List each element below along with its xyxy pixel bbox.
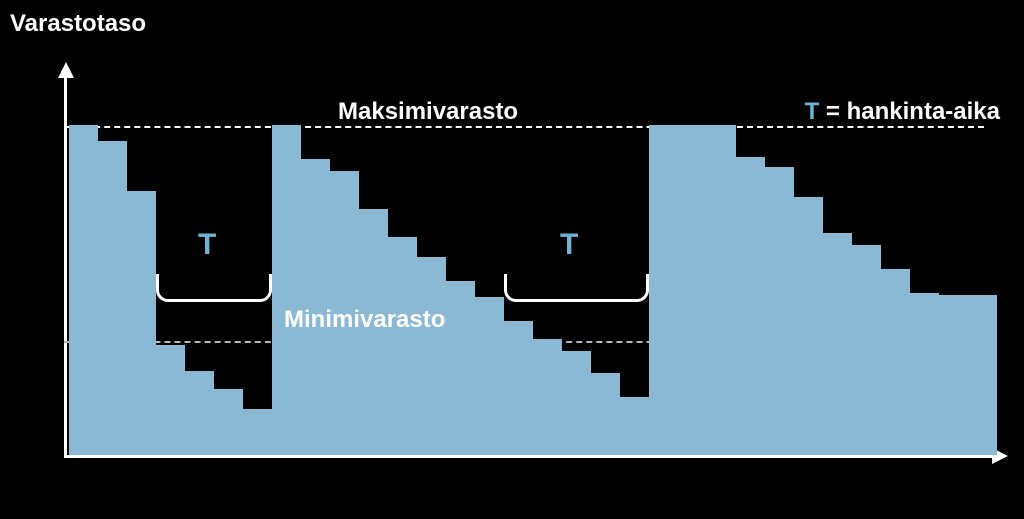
inventory-bar <box>939 295 968 455</box>
inventory-bar <box>69 125 98 455</box>
inventory-bar <box>620 397 649 455</box>
inventory-bar <box>794 197 823 455</box>
inventory-bar <box>156 345 185 455</box>
inventory-bar <box>214 389 243 455</box>
plot-area: Maksimivarasto T = hankinta-aika T T Mini… <box>64 62 1004 458</box>
inventory-bar <box>765 167 794 455</box>
inventory-bar <box>446 281 475 455</box>
t-legend-symbol: T <box>805 98 820 125</box>
min-inventory-label: Minimivarasto <box>284 306 445 334</box>
inventory-bar <box>852 245 881 455</box>
inventory-bar <box>591 373 620 455</box>
inventory-bar <box>910 293 939 455</box>
chart-canvas: Varastotaso Maksimivarasto T = hankinta-… <box>0 0 1024 519</box>
inventory-bar <box>649 125 678 455</box>
inventory-bar <box>823 233 852 455</box>
t-legend-text: = hankinta-aika <box>819 98 1000 125</box>
t-legend: T = hankinta-aika <box>805 98 1000 126</box>
max-inventory-label: Maksimivarasto <box>338 98 518 126</box>
t-marker: T <box>198 228 216 262</box>
inventory-bar <box>475 297 504 455</box>
inventory-bar <box>417 257 446 455</box>
inventory-bar <box>98 141 127 455</box>
max-level-line <box>64 126 984 128</box>
t-brace <box>504 274 649 302</box>
y-axis-line <box>64 74 67 458</box>
inventory-bar <box>533 339 562 455</box>
x-axis-line <box>64 455 992 458</box>
inventory-bar <box>736 157 765 455</box>
inventory-bar <box>272 125 301 455</box>
inventory-bar <box>388 237 417 455</box>
inventory-bar <box>127 191 156 455</box>
inventory-bar <box>243 409 272 455</box>
inventory-bar <box>678 125 707 455</box>
inventory-bar <box>185 371 214 455</box>
inventory-bar <box>881 269 910 455</box>
t-marker: T <box>560 228 578 262</box>
inventory-bar <box>504 321 533 455</box>
inventory-bar <box>707 125 736 455</box>
inventory-bar <box>562 351 591 455</box>
y-axis-label: Varastotaso <box>10 10 146 38</box>
inventory-bar <box>968 295 997 455</box>
t-brace <box>156 274 272 302</box>
